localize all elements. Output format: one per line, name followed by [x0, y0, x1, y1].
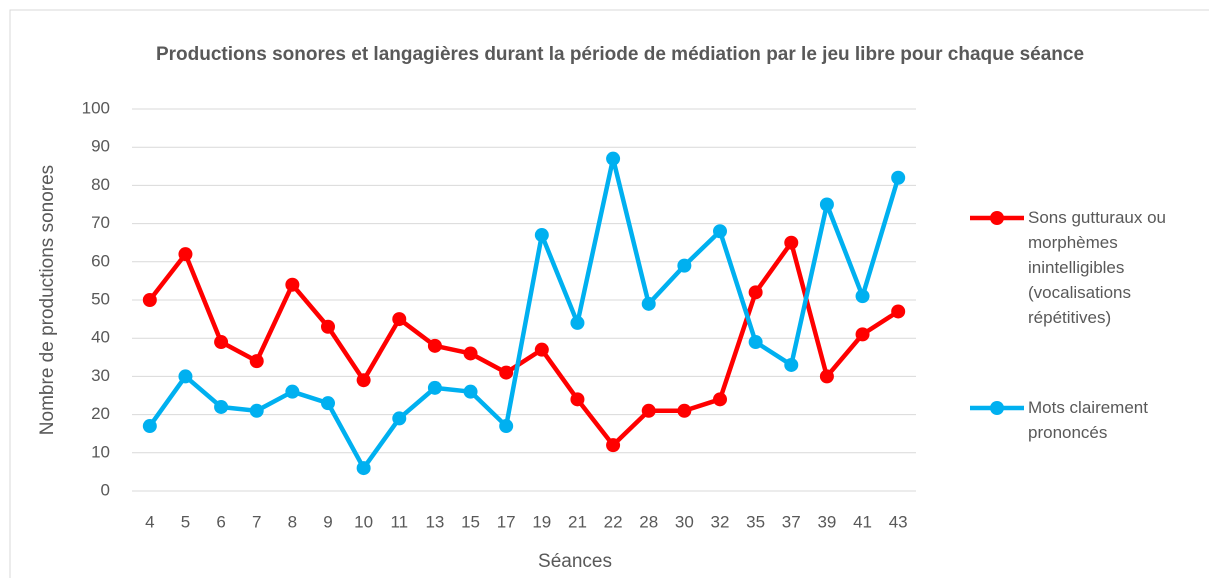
x-tick-label: 10 — [354, 512, 373, 531]
data-point — [534, 342, 549, 357]
x-tick-label: 39 — [817, 512, 836, 531]
y-tick-label: 80 — [91, 175, 110, 194]
x-tick-label: 37 — [782, 512, 801, 531]
y-tick-label: 50 — [91, 289, 110, 308]
data-point — [641, 296, 656, 311]
data-point — [748, 285, 763, 300]
data-point — [713, 224, 727, 239]
chart-border — [9, 9, 1209, 578]
legend-marker — [990, 401, 1004, 415]
data-point — [641, 403, 656, 418]
data-point — [606, 438, 621, 453]
data-point — [677, 403, 692, 418]
data-point — [178, 247, 193, 262]
x-tick-label: 43 — [889, 512, 908, 531]
x-tick-label: 17 — [497, 512, 516, 531]
y-axis-label: Nombre de productions sonores — [37, 165, 58, 435]
data-point — [249, 354, 264, 369]
data-point — [677, 258, 692, 273]
x-tick-label: 4 — [145, 512, 154, 531]
data-point — [748, 335, 763, 350]
data-point — [321, 396, 335, 411]
data-point — [142, 419, 157, 434]
data-point — [819, 197, 834, 212]
data-point — [534, 228, 549, 243]
y-tick-label: 0 — [101, 480, 110, 499]
data-point — [570, 392, 585, 407]
data-point — [392, 411, 407, 426]
data-point — [214, 399, 229, 414]
data-point — [178, 369, 193, 384]
y-tick-label: 30 — [91, 366, 110, 385]
data-point — [142, 293, 157, 307]
data-point — [855, 289, 870, 304]
x-tick-label: 21 — [568, 512, 587, 531]
x-tick-label: 11 — [390, 512, 408, 531]
data-point — [285, 384, 300, 399]
x-axis-label: Séances — [538, 551, 612, 572]
legend-marker — [990, 211, 1004, 225]
x-tick-label: 8 — [288, 512, 297, 531]
x-tick-label: 28 — [639, 512, 658, 531]
y-tick-label: 20 — [91, 404, 110, 423]
data-point — [784, 357, 799, 372]
data-point — [570, 315, 585, 330]
data-point — [606, 151, 621, 166]
data-point — [214, 335, 229, 350]
data-point — [392, 312, 407, 327]
x-tick-label: 22 — [604, 512, 623, 531]
x-tick-label: 41 — [853, 512, 872, 531]
x-tick-label: 9 — [323, 512, 332, 531]
data-point — [784, 235, 799, 250]
data-point — [463, 346, 478, 361]
data-point — [427, 338, 442, 353]
y-tick-label: 70 — [91, 213, 110, 232]
x-tick-label: 7 — [252, 512, 261, 531]
data-point — [819, 369, 834, 384]
y-tick-label: 10 — [91, 442, 110, 461]
x-tick-label: 32 — [711, 512, 730, 531]
x-tick-label: 19 — [532, 512, 551, 531]
data-point — [855, 327, 870, 342]
data-point — [713, 392, 727, 407]
series-line — [148, 240, 900, 448]
data-point — [499, 365, 514, 380]
legend-label: Sons gutturaux ou morphèmes inintelligib… — [1028, 208, 1166, 327]
data-point — [499, 419, 514, 434]
x-tick-label: 13 — [425, 512, 444, 531]
y-tick-label: 90 — [91, 137, 110, 156]
y-tick-label: 40 — [91, 328, 110, 347]
data-point — [356, 373, 371, 388]
data-point — [285, 277, 300, 292]
series-line — [147, 156, 901, 471]
y-tick-label: 100 — [82, 98, 110, 117]
x-tick-label: 5 — [181, 512, 190, 531]
x-tick-label: 30 — [675, 512, 694, 531]
x-tick-label: 15 — [461, 512, 480, 531]
data-point — [463, 384, 478, 399]
data-point — [891, 170, 906, 185]
data-point — [249, 403, 264, 418]
x-tick-label: 6 — [216, 512, 225, 531]
data-point — [321, 319, 335, 334]
legend-label: Mots clairement prononcés — [1028, 398, 1148, 442]
x-tick-label: 35 — [746, 512, 765, 531]
data-point — [356, 461, 371, 476]
chart-title: Productions sonores et langagières duran… — [155, 44, 1085, 65]
data-point — [891, 304, 906, 319]
y-tick-label: 60 — [91, 251, 110, 270]
data-point — [427, 380, 442, 395]
